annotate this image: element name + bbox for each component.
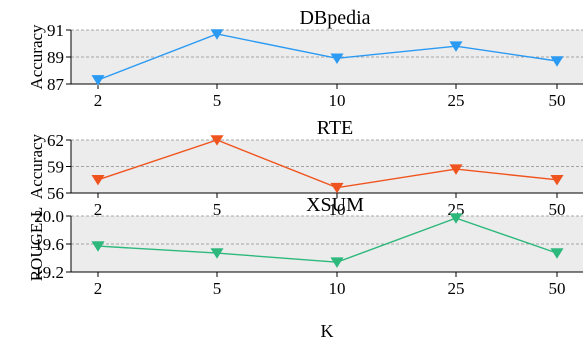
x-tick-label: 50 [549,200,566,219]
data-point [550,56,564,67]
y-tick-label: 87 [47,75,65,94]
x-tick-label: 5 [213,279,222,298]
data-point [449,213,463,224]
x-tick-label: 5 [213,200,222,219]
data-point [330,53,344,65]
data-point [330,182,344,194]
y-tick-label: 89 [47,48,64,67]
data-point [330,257,344,268]
x-axis-label: K [321,321,334,340]
y-axis-label: ROUGE-L [27,207,46,282]
data-point [210,248,224,259]
panel-title: XSUM [306,194,364,216]
x-tick-label: 5 [213,91,222,110]
x-tick-label: 10 [329,279,346,298]
y-tick-label: 62 [47,131,64,150]
x-tick-label: 2 [94,279,103,298]
y-axis-label: Accuracy [27,133,46,199]
y-tick-label: 59 [47,158,64,177]
y-tick-label: 91 [47,21,64,40]
data-point [91,241,105,252]
y-tick-label: 20.0 [34,207,64,226]
x-tick-label: 50 [549,91,566,110]
x-tick-label: 10 [329,91,346,110]
x-tick-label: 50 [549,279,566,298]
panel-title: RTE [317,117,354,139]
x-tick-label: 25 [448,91,465,110]
y-tick-label: 19.2 [34,263,64,282]
panel-title: DBpedia [299,7,370,29]
x-tick-label: 25 [448,279,465,298]
data-point [449,164,463,175]
x-tick-label: 2 [94,91,103,110]
data-point [210,135,224,146]
data-point [210,29,224,40]
y-tick-label: 19.6 [34,235,64,254]
x-tick-label: 2 [94,200,103,219]
data-point [91,75,105,86]
data-point [449,41,463,52]
y-axis-label: Accuracy [27,24,46,90]
data-point [91,174,105,186]
y-tick-label: 56 [47,184,64,203]
data-point [550,174,564,186]
data-point [550,248,564,259]
x-tick-label: 10 [329,200,346,219]
